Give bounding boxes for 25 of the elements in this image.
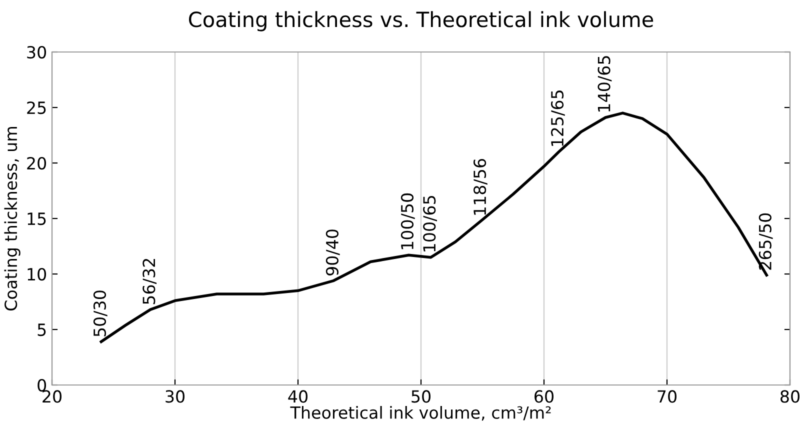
chart-title: Coating thickness vs. Theoretical ink volume — [188, 11, 654, 32]
annotation: 125/65 — [550, 90, 565, 146]
y-tick-label: 10 — [28, 268, 46, 281]
x-axis-title: Theoretical ink volume, cm³/m² — [290, 406, 551, 421]
annotation: 140/65 — [598, 56, 612, 112]
annotation: 100/50 — [400, 193, 415, 250]
x-tick-label: 80 — [780, 390, 800, 403]
annotation: 100/65 — [423, 196, 437, 252]
y-tick-label: 30 — [27, 46, 46, 59]
y-axis-title: Coating thickness, um — [4, 127, 20, 310]
annotation: 50/30 — [93, 290, 108, 336]
x-tick-label: 50 — [412, 390, 430, 403]
y-tick-label: 25 — [27, 101, 46, 114]
y-tick-label: 5 — [38, 324, 46, 336]
y-tick-label: 20 — [27, 156, 46, 170]
y-tick-label: 15 — [28, 212, 46, 226]
annotation: 118/56 — [474, 158, 488, 215]
annotation: 265/50 — [758, 213, 773, 270]
x-tick-label: 70 — [658, 390, 676, 403]
y-tick-label: 0 — [38, 378, 46, 392]
annotation: 56/32 — [142, 258, 157, 304]
annotation: 90/40 — [326, 230, 340, 276]
x-tick-label: 60 — [534, 390, 554, 403]
x-tick-label: 40 — [288, 390, 308, 403]
x-tick-label: 30 — [166, 390, 184, 403]
